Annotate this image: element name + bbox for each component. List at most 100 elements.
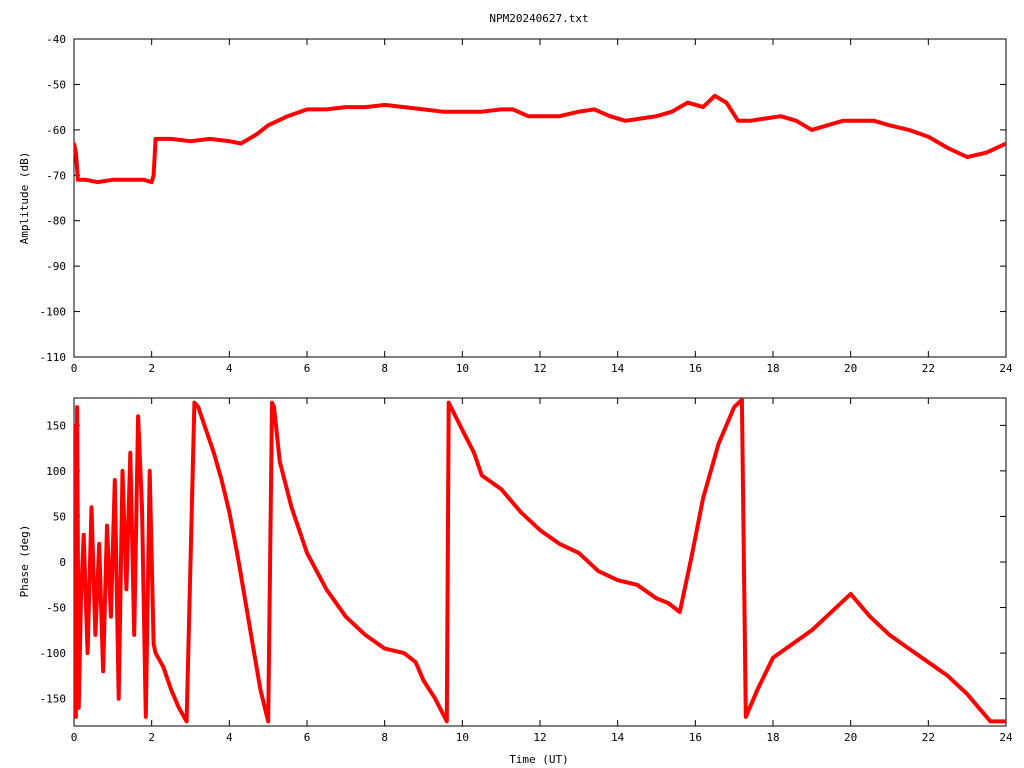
phase-data-point — [196, 405, 200, 409]
amplitude-data-point — [701, 105, 705, 109]
phase-data-point — [678, 610, 682, 614]
amplitude-x-tick-label: 16 — [689, 362, 702, 375]
phase-data-point — [324, 587, 328, 591]
phase-data-point — [161, 665, 165, 669]
amplitude-data-point — [383, 103, 387, 107]
phase-data-point — [74, 442, 77, 446]
phase-data-point — [965, 692, 969, 696]
amplitude-data-point — [985, 151, 989, 155]
phase-data-point — [433, 697, 437, 701]
amplitude-data-point — [239, 142, 243, 145]
amplitude-data-point — [779, 114, 783, 118]
phase-x-tick-label: 16 — [689, 731, 702, 744]
phase-data-point — [220, 478, 224, 482]
amplitude-data-point — [169, 137, 173, 141]
phase-data-point — [272, 405, 276, 409]
phase-data-point — [169, 688, 173, 692]
amplitude-data-point — [76, 178, 80, 182]
phase-data-point — [148, 469, 152, 473]
phase-data-point — [689, 555, 693, 559]
chart-title: NPM20240627.txt — [489, 12, 588, 25]
amplitude-data-point — [266, 123, 270, 127]
phase-y-tick-label: 150 — [46, 419, 66, 432]
amplitude-data-point — [686, 101, 690, 105]
phase-data-point — [212, 451, 216, 455]
amplitude-data-point — [480, 110, 484, 114]
phase-data-point — [74, 423, 76, 427]
phase-data-point — [363, 633, 367, 637]
amplitude-y-tick-label: -40 — [46, 33, 66, 46]
amplitude-data-point — [794, 119, 798, 123]
amplitude-data-point — [441, 110, 445, 114]
phase-y-tick-label: 100 — [46, 465, 66, 478]
phase-data-point — [97, 542, 101, 546]
amplitude-data-point — [907, 128, 911, 132]
amplitude-data-point — [748, 119, 752, 123]
phase-data-point — [266, 719, 270, 723]
amplitude-x-tick-label: 8 — [381, 362, 388, 375]
amplitude-data-point — [126, 178, 130, 182]
amplitude-data-point — [422, 107, 425, 111]
amplitude-data-point — [255, 132, 258, 136]
phase-data-point — [251, 642, 255, 646]
amplitude-data-point — [825, 123, 829, 127]
phase-data-point — [383, 647, 387, 651]
amplitude-data-point — [872, 119, 876, 123]
phase-data-point — [472, 451, 476, 455]
amplitude-data-point — [926, 135, 930, 139]
amplitude-data-point — [460, 110, 464, 114]
phase-data-point — [144, 715, 148, 719]
phase-data-point — [77, 706, 81, 710]
phase-data-point — [849, 592, 853, 596]
amplitude-data-point — [111, 178, 115, 182]
amplitude-x-tick-label: 6 — [304, 362, 311, 375]
amplitude-data-point — [511, 107, 515, 111]
phase-x-tick-label: 24 — [999, 731, 1013, 744]
phase-x-tick-label: 22 — [922, 731, 935, 744]
phase-data-point — [666, 601, 670, 605]
amplitude-data-point — [363, 105, 367, 109]
phase-data-point — [290, 505, 293, 509]
phase-data-point — [86, 651, 90, 655]
phase-data-point — [577, 551, 581, 555]
amplitude-data-point — [305, 107, 309, 111]
phase-data-point — [227, 510, 231, 514]
amplitude-x-tick-label: 0 — [71, 362, 78, 375]
phase-data-point — [829, 610, 833, 614]
phase-data-point — [235, 551, 239, 555]
amplitude-data-point — [154, 137, 158, 141]
phase-data-point — [616, 578, 620, 582]
amplitude-data-point — [189, 139, 192, 143]
phase-data-point — [74, 715, 78, 719]
amplitude-data-point — [810, 128, 814, 132]
amplitude-data-point — [526, 114, 530, 118]
phase-data-point — [204, 428, 208, 432]
amplitude-data-point — [142, 178, 146, 182]
phase-data-point — [93, 633, 97, 637]
phase-data-point — [445, 719, 449, 723]
phase-x-tick-label: 14 — [611, 731, 625, 744]
amplitude-y-tick-label: -90 — [46, 260, 66, 273]
phase-data-point — [152, 642, 156, 646]
amplitude-data-point — [84, 178, 88, 182]
amplitude-data-point — [538, 114, 542, 118]
amplitude-data-point — [608, 114, 612, 118]
phase-data-point — [117, 697, 121, 701]
phase-series-line — [74, 398, 1006, 724]
phase-data-point — [270, 401, 274, 405]
amplitude-data-point — [888, 123, 891, 127]
phase-data-point — [744, 715, 748, 719]
amplitude-data-point — [763, 117, 767, 120]
phase-data-point — [177, 706, 181, 710]
phase-data-point — [243, 596, 247, 600]
phase-data-point — [447, 401, 451, 405]
phase-data-point — [596, 569, 600, 573]
amplitude-data-point — [623, 119, 627, 123]
phase-data-point — [480, 473, 484, 477]
phase-x-tick-label: 6 — [304, 731, 311, 744]
phase-data-point — [79, 596, 83, 600]
amplitude-data-point — [841, 119, 845, 123]
amplitude-data-point — [724, 101, 728, 105]
amplitude-data-point — [655, 114, 658, 118]
